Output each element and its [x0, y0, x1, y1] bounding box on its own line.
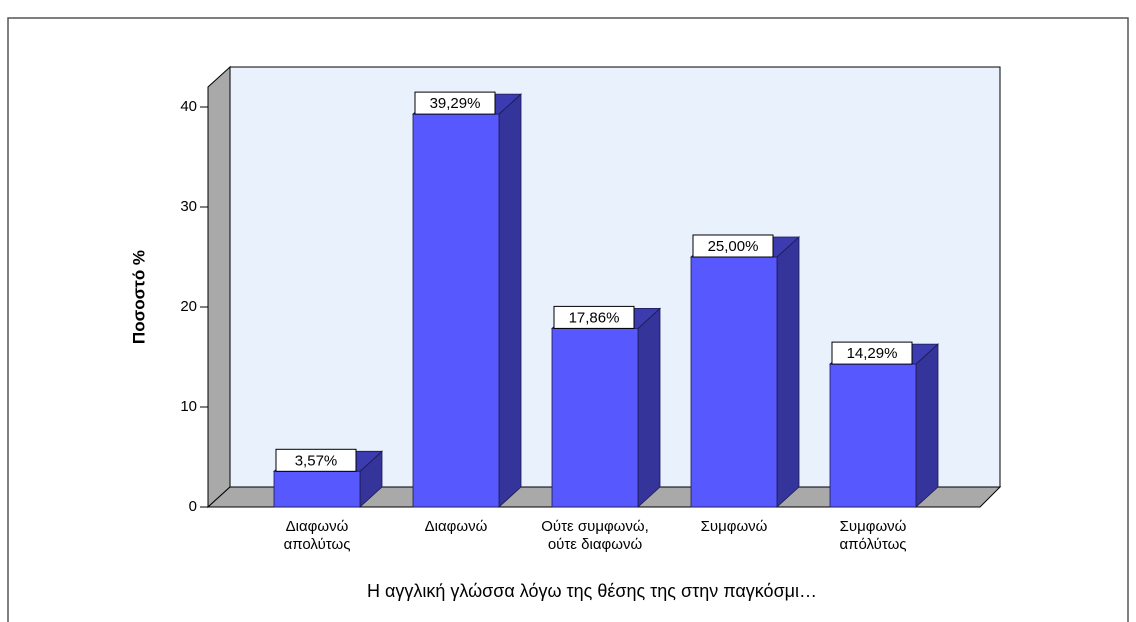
- value-label: 17,86%: [569, 309, 620, 326]
- value-label: 14,29%: [847, 345, 898, 362]
- x-tick-label: Διαφωνώ απολύτως: [284, 518, 351, 553]
- y-tick-label: 0: [189, 498, 197, 515]
- bar-side: [776, 236, 800, 508]
- x-tick-label: Συμφωνώ απόλύτως: [839, 518, 906, 553]
- value-label-box: [692, 234, 774, 258]
- bar-side: [637, 307, 661, 508]
- bar: [412, 113, 500, 508]
- y-axis-label: Ποσοστό %: [129, 250, 148, 344]
- value-label-box: [414, 91, 496, 115]
- bar-side: [915, 343, 939, 508]
- x-axis-label: Η αγγλική γλώσσα λόγω της θέσης της στην…: [367, 581, 817, 601]
- value-label: 39,29%: [430, 95, 481, 112]
- value-label-box: [275, 448, 357, 472]
- y-tick-label: 40: [180, 98, 197, 115]
- y-tick-label: 10: [180, 398, 197, 415]
- y-tick-label: 20: [180, 298, 197, 315]
- bar: [690, 256, 778, 508]
- value-label-box: [831, 341, 913, 365]
- value-label: 3,57%: [295, 452, 338, 469]
- bar: [829, 363, 917, 508]
- x-tick-label: Συμφωνώ: [701, 518, 768, 535]
- x-tick-label: Ούτε συμφωνώ, ούτε διαφωνώ: [541, 518, 649, 553]
- left-wall: [207, 65, 231, 509]
- bar: [273, 470, 361, 508]
- value-label-box: [553, 305, 635, 329]
- bar-side: [498, 93, 522, 508]
- x-tick-label: Διαφωνώ: [425, 518, 488, 535]
- y-tick-label: 30: [180, 198, 197, 215]
- value-label: 25,00%: [708, 238, 759, 255]
- bar: [551, 327, 639, 508]
